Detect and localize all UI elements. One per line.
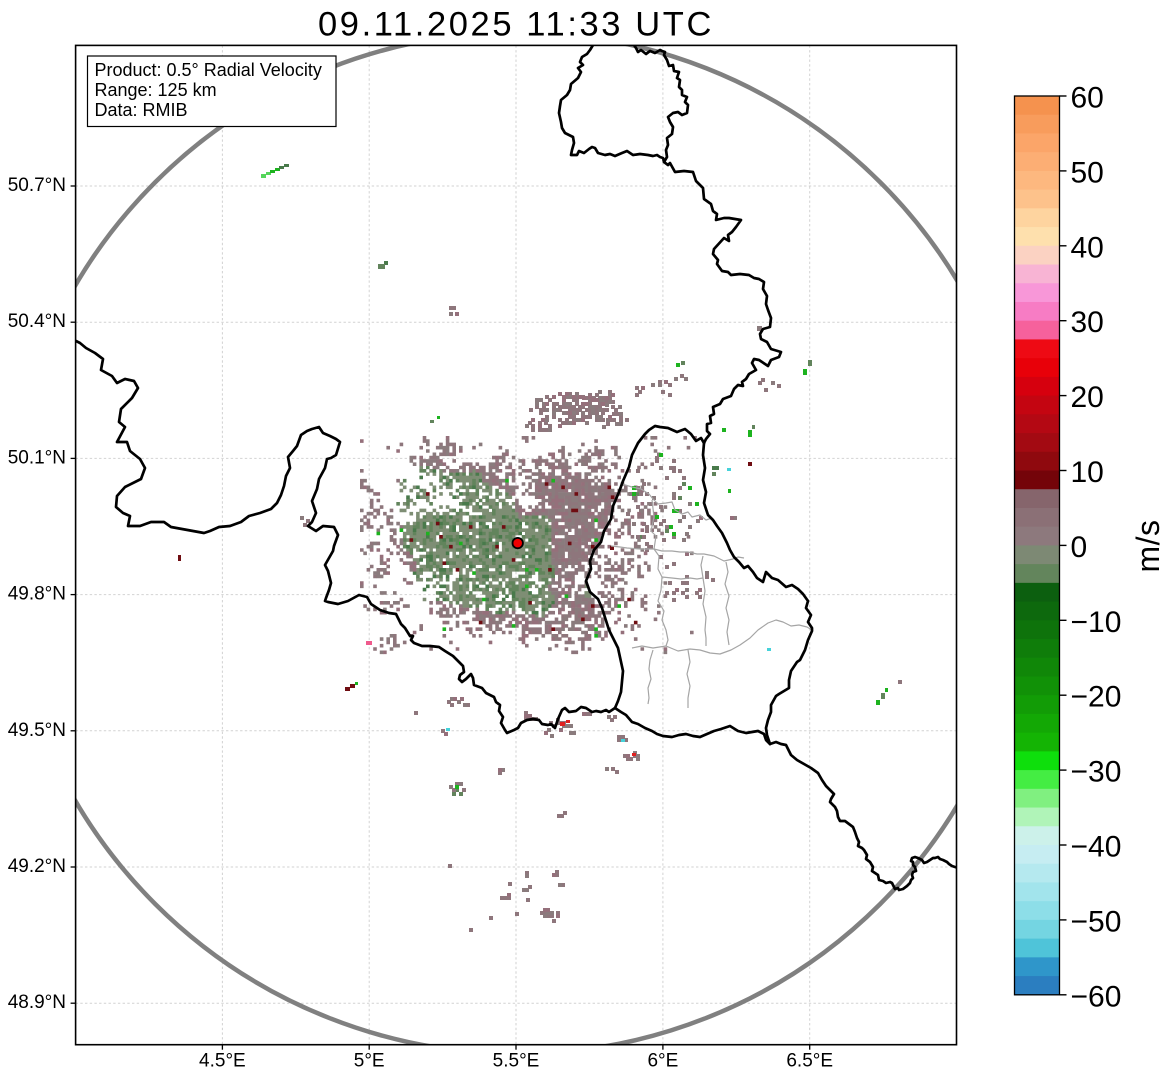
svg-text:4.5°E: 4.5°E — [199, 1051, 246, 1072]
svg-text:49.5°N: 49.5°N — [8, 720, 66, 741]
svg-text:49.2°N: 49.2°N — [8, 856, 66, 877]
svg-text:49.8°N: 49.8°N — [8, 584, 66, 605]
svg-text:20: 20 — [1071, 381, 1104, 414]
svg-text:50.4°N: 50.4°N — [8, 311, 66, 332]
svg-text:−30: −30 — [1071, 756, 1122, 789]
svg-text:50: 50 — [1071, 156, 1104, 189]
svg-text:m/s: m/s — [1130, 519, 1166, 572]
svg-text:−20: −20 — [1071, 681, 1122, 714]
svg-text:10: 10 — [1071, 456, 1104, 489]
svg-text:−40: −40 — [1071, 831, 1122, 864]
svg-text:40: 40 — [1071, 231, 1104, 264]
svg-text:50.7°N: 50.7°N — [8, 175, 66, 196]
svg-text:−60: −60 — [1071, 980, 1122, 1013]
svg-text:−50: −50 — [1071, 905, 1122, 938]
svg-text:5.5°E: 5.5°E — [493, 1051, 540, 1072]
svg-text:−10: −10 — [1071, 606, 1122, 639]
svg-text:30: 30 — [1071, 306, 1104, 339]
svg-text:48.9°N: 48.9°N — [8, 992, 66, 1013]
svg-text:Data: RMIB: Data: RMIB — [95, 100, 188, 120]
svg-text:6.5°E: 6.5°E — [786, 1051, 833, 1072]
svg-text:6°E: 6°E — [647, 1051, 678, 1072]
svg-text:Product: 0.5° Radial Velocity: Product: 0.5° Radial Velocity — [95, 60, 322, 80]
svg-text:Range: 125 km: Range: 125 km — [95, 80, 217, 100]
svg-text:0: 0 — [1071, 531, 1088, 564]
svg-text:50.1°N: 50.1°N — [8, 447, 66, 468]
svg-text:60: 60 — [1071, 82, 1104, 115]
svg-text:09.11.2025 11:33 UTC: 09.11.2025 11:33 UTC — [318, 6, 714, 44]
svg-text:5°E: 5°E — [354, 1051, 385, 1072]
